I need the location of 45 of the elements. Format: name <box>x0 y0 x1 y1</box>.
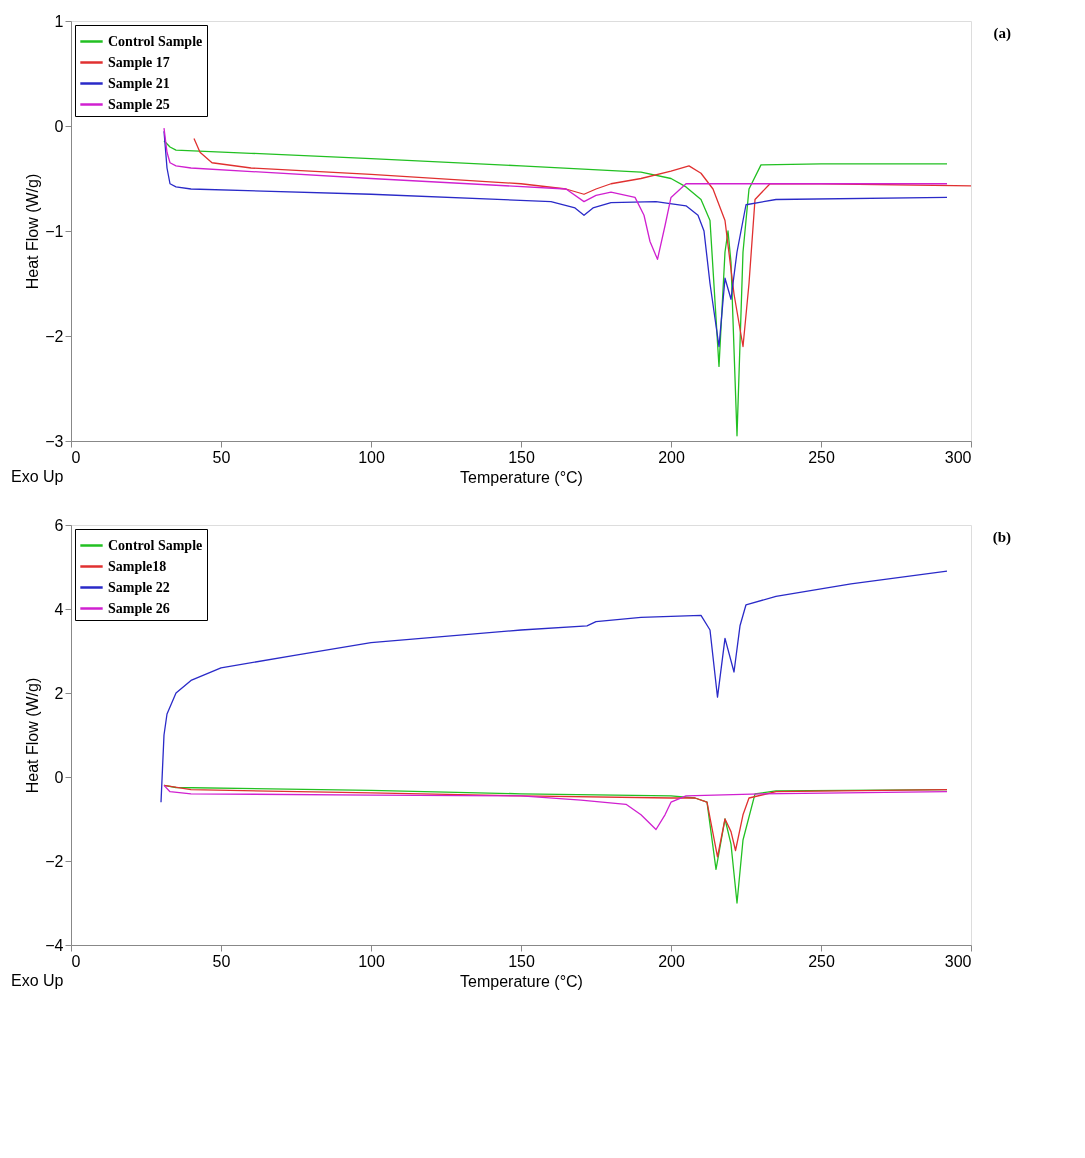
x-tick-label: 250 <box>808 448 835 466</box>
legend-label: Sample18 <box>108 558 167 574</box>
y-tick-label: −4 <box>45 936 64 954</box>
y-tick-label: 4 <box>54 600 64 618</box>
text: Exo Up <box>11 972 64 989</box>
y-tick-label: −3 <box>45 432 64 450</box>
line-series <box>163 140 948 437</box>
y-tick-label: 2 <box>54 684 64 702</box>
line-series <box>163 127 948 260</box>
x-tick-label: 150 <box>508 448 535 466</box>
text: (a) <box>993 25 1011 42</box>
x-tick-label: 250 <box>808 952 835 970</box>
y-tick-label: 0 <box>54 117 64 135</box>
text: (b) <box>992 529 1011 546</box>
y-axis-title: Heat Flow (W/g) <box>24 677 42 794</box>
legend-label: Sample 26 <box>108 600 170 616</box>
y-tick-label: 6 <box>54 516 64 534</box>
x-tick-label: 150 <box>508 952 535 970</box>
legend-label: Sample 21 <box>108 75 170 91</box>
x-tick-label: 200 <box>658 448 685 466</box>
x-tick-label: 300 <box>944 952 972 970</box>
text: Exo Up <box>11 468 64 485</box>
y-tick-label: −2 <box>45 852 64 870</box>
x-tick-label: 300 <box>944 448 972 466</box>
x-tick-label: 0 <box>71 952 81 970</box>
x-tick-label: 100 <box>358 448 385 466</box>
x-tick-label: 0 <box>71 448 81 466</box>
line-series <box>163 784 948 858</box>
y-tick-label: −1 <box>45 222 64 240</box>
legend-label: Control Sample <box>108 33 203 49</box>
x-tick-label: 50 <box>212 952 231 970</box>
y-tick-label: 0 <box>54 768 64 786</box>
legend-label: Sample 17 <box>108 54 170 70</box>
x-axis-title: Temperature (°C) <box>460 468 583 486</box>
legend-label: Control Sample <box>108 537 203 553</box>
line-series <box>163 784 948 831</box>
y-axis-title: Heat Flow (W/g) <box>24 173 42 290</box>
x-tick-label: 50 <box>212 448 231 466</box>
y-tick-label: 1 <box>54 12 64 30</box>
legend-label: Sample 25 <box>108 96 170 112</box>
x-tick-label: 200 <box>658 952 685 970</box>
y-tick-label: −2 <box>45 327 64 345</box>
legend-label: Sample 22 <box>108 579 170 595</box>
x-tick-label: 100 <box>358 952 385 970</box>
x-axis-title: Temperature (°C) <box>460 972 583 990</box>
